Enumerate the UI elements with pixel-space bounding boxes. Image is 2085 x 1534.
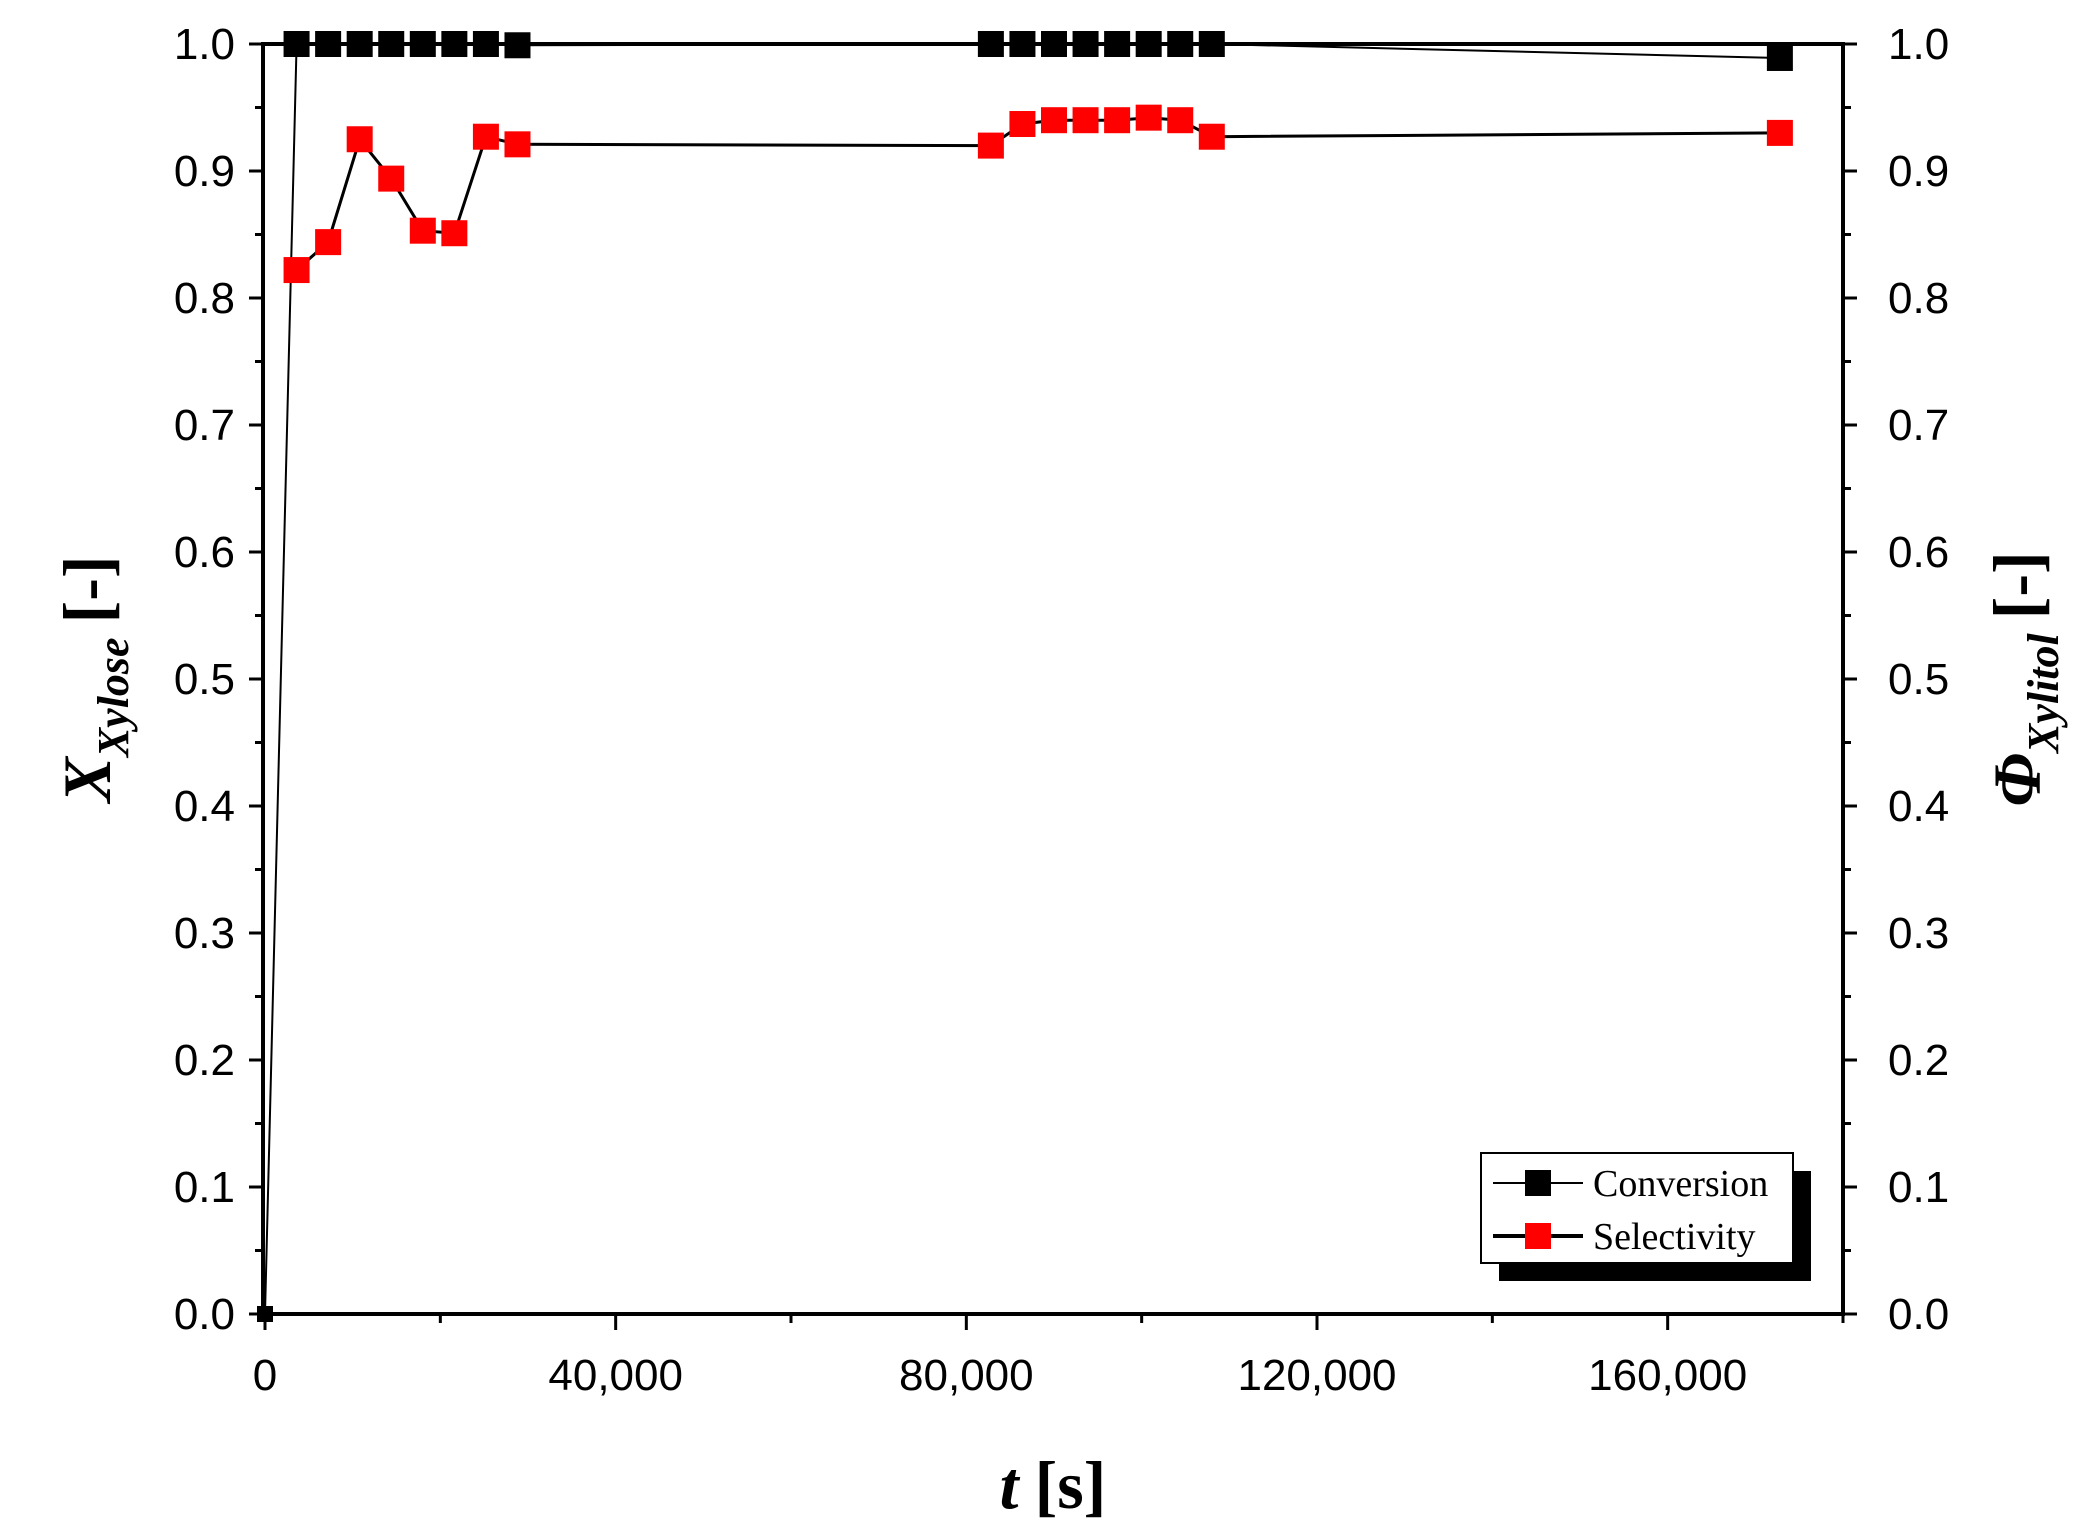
y-left-tick-label: 1.0 — [174, 20, 235, 69]
y-right-tick-label: 1.0 — [1888, 20, 1949, 69]
data-point-selectivity — [1009, 111, 1036, 138]
y-left-tick-label: 0.2 — [174, 1036, 235, 1085]
data-point-selectivity — [1072, 107, 1099, 134]
data-point-selectivity — [441, 220, 468, 247]
x-tick-label: 40,000 — [548, 1351, 683, 1400]
data-point-selectivity — [504, 131, 531, 158]
y-left-tick-label: 0.4 — [174, 782, 235, 831]
data-point-selectivity — [1041, 107, 1067, 134]
data-point-selectivity — [977, 132, 1004, 159]
y-right-tick-label: 0.8 — [1888, 274, 1949, 323]
legend-marker-selectivity — [1525, 1223, 1551, 1249]
data-point-selectivity — [283, 257, 310, 284]
data-point-conversion — [1135, 31, 1162, 57]
data-point-conversion — [1072, 31, 1099, 57]
y-left-tick-label: 0.0 — [174, 1290, 235, 1339]
data-point-conversion — [283, 31, 310, 57]
y-left-tick-label: 0.9 — [174, 147, 235, 196]
x-tick-label: 0 — [253, 1351, 277, 1400]
y-left-tick-label: 0.3 — [174, 909, 235, 958]
data-point-selectivity — [1766, 119, 1793, 146]
data-point-conversion — [257, 1306, 273, 1322]
x-tick-label: 120,000 — [1237, 1351, 1396, 1400]
data-point-conversion — [1041, 31, 1067, 57]
data-point-selectivity — [378, 165, 405, 192]
data-point-conversion — [977, 31, 1004, 57]
y-right-tick-label: 0.6 — [1888, 528, 1949, 577]
y-axis-right-title: ΦXylitol[-] — [1979, 551, 2068, 806]
data-point-conversion — [378, 31, 405, 57]
data-point-conversion — [441, 31, 468, 57]
plot-frame — [261, 42, 1845, 1316]
y-right-tick-label: 0.4 — [1888, 782, 1949, 831]
x-tick-label: 160,000 — [1588, 1351, 1747, 1400]
data-point-selectivity — [472, 123, 499, 150]
y-axis-left-title: XXylose[-] — [49, 555, 138, 804]
data-point-conversion — [1104, 31, 1131, 57]
data-point-conversion — [409, 31, 436, 57]
data-point-conversion — [472, 31, 499, 57]
axis-ticks: 0.0 0.0 0.1 0.1 0.2 0.2 0.3 0.3 0.4 0.4 0.5 0.5 0.6 0… — [174, 20, 1949, 1400]
data-point-conversion — [1198, 31, 1225, 57]
y-right-tick-label: 0.9 — [1888, 147, 1949, 196]
data-point-conversion — [504, 32, 531, 59]
y-left-tick-label: 0.5 — [174, 655, 235, 704]
y-left-tick-label: 0.6 — [174, 528, 235, 577]
data-point-selectivity — [315, 229, 342, 256]
x-axis-title: t [s] — [1000, 1447, 1107, 1523]
data-point-selectivity — [409, 217, 436, 244]
legend-marker-conversion — [1525, 1170, 1551, 1196]
y-left-tick-label: 0.7 — [174, 401, 235, 450]
series-lines — [264, 43, 1780, 1315]
legend-label-selectivity: Selectivity — [1593, 1216, 1756, 1258]
data-point-selectivity — [1104, 107, 1131, 134]
data-point-conversion — [1167, 31, 1194, 57]
y-right-tick-label: 0.5 — [1888, 655, 1949, 704]
data-point-selectivity — [1198, 123, 1225, 150]
data-point-selectivity — [1135, 104, 1162, 131]
y-right-tick-label: 0.2 — [1888, 1036, 1949, 1085]
data-point-selectivity — [346, 126, 373, 153]
y-left-tick-label: 0.1 — [174, 1163, 235, 1212]
y-right-tick-label: 0.7 — [1888, 401, 1949, 450]
x-tick-label: 80,000 — [899, 1351, 1034, 1400]
data-point-conversion — [1009, 31, 1036, 57]
y-left-tick-label: 0.8 — [174, 274, 235, 323]
y-right-tick-label: 0.1 — [1888, 1163, 1949, 1212]
y-right-tick-label: 0.0 — [1888, 1290, 1949, 1339]
series-markers — [257, 31, 1793, 1322]
y-right-tick-label: 0.3 — [1888, 909, 1949, 958]
data-point-conversion — [315, 31, 342, 57]
data-point-conversion — [346, 31, 373, 57]
series-line-conversion — [264, 43, 1780, 1315]
legend-label-conversion: Conversion — [1593, 1163, 1768, 1205]
data-point-conversion — [1766, 44, 1793, 71]
data-point-selectivity — [1167, 107, 1194, 134]
legend: Conversion Selectivity — [1480, 1152, 1811, 1281]
